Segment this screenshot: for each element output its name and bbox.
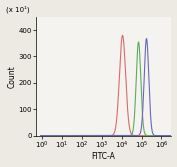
Y-axis label: Count: Count <box>8 65 17 88</box>
X-axis label: FITC-A: FITC-A <box>92 152 116 161</box>
Text: (x 10¹): (x 10¹) <box>6 6 30 13</box>
